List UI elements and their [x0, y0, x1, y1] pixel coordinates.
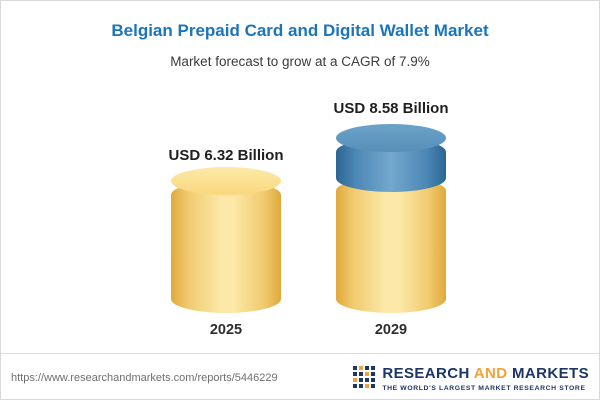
value-label-2025: USD 6.32 Billion	[168, 147, 284, 164]
logo-word-and: AND	[473, 365, 508, 383]
x-axis-label-2025: 2025	[209, 322, 243, 338]
cylinder-top-blue	[336, 124, 446, 152]
value-label-2029: USD 8.58 Billion	[333, 100, 449, 117]
cylinder-body-yellow	[171, 181, 281, 313]
chart-subtitle: Market forecast to grow at a CAGR of 7.9…	[170, 54, 430, 69]
logo-text: RESEARCH AND MARKETS THE WORLD'S LARGEST…	[382, 365, 589, 392]
logo-word-markets: MARKETS	[512, 365, 589, 383]
bar-cylinder-2025	[171, 167, 281, 313]
logo-word-research: RESEARCH	[382, 365, 470, 383]
report-url-link[interactable]: https://www.researchandmarkets.com/repor…	[11, 372, 278, 384]
x-axis-label-2029: 2029	[374, 322, 408, 338]
footer: https://www.researchandmarkets.com/repor…	[1, 353, 599, 399]
research-and-markets-logo: RESEARCH AND MARKETS THE WORLD'S LARGEST…	[352, 365, 589, 393]
cylinder-top-yellow	[171, 167, 281, 195]
logo-wordmark: RESEARCH AND MARKETS	[382, 365, 589, 383]
cylinder-body-yellow	[336, 177, 446, 313]
logo-mark-icon	[353, 366, 376, 388]
page-title: Belgian Prepaid Card and Digital Wallet …	[111, 21, 489, 40]
bar-cylinder-2029	[336, 124, 446, 313]
logo-tagline: THE WORLD'S LARGEST MARKET RESEARCH STOR…	[382, 384, 586, 392]
